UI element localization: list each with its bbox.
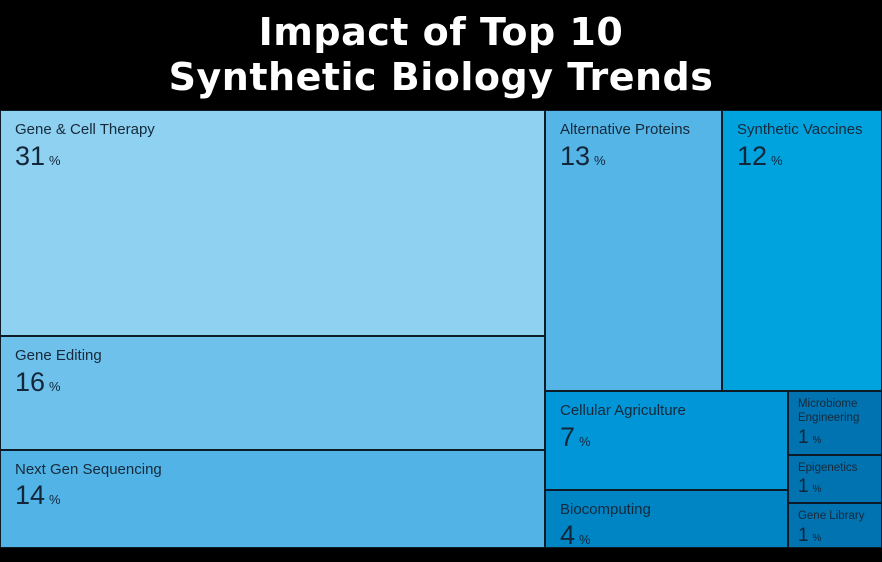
cell-label: Microbiome Engineering xyxy=(797,398,860,425)
cell-label: Cellular Agriculture xyxy=(559,402,686,420)
cell-percent: 31 xyxy=(15,140,46,171)
treemap-cell-alternative-proteins[interactable]: Alternative Proteins 13 % xyxy=(544,110,722,392)
cell-value: 12 % xyxy=(737,140,869,172)
percent-sign: % xyxy=(49,378,61,394)
cell-percent: 1 xyxy=(797,426,809,448)
cell-label: Gene Library xyxy=(797,509,865,522)
cell-label: Gene & Cell Therapy xyxy=(15,121,155,138)
cell-percent: 14 xyxy=(15,480,46,511)
treemap-chart: Gene & Cell Therapy 31 % Gene Editing 16… xyxy=(0,110,882,548)
cell-percent: 12 xyxy=(737,140,768,171)
chart-title: Impact of Top 10 Synthetic Biology Trend… xyxy=(0,0,882,110)
cell-value: 1 % xyxy=(797,426,875,449)
percent-sign: % xyxy=(812,532,822,544)
treemap-cell-biocomputing[interactable]: Biocomputing 4 % xyxy=(544,489,788,548)
chart-title-line2: Synthetic Biology Trends xyxy=(168,55,714,99)
cell-value: 4 % xyxy=(559,520,775,548)
cell-label: Biocomputing xyxy=(559,500,651,518)
cell-value: 7 % xyxy=(559,422,775,453)
cell-value: 16 % xyxy=(15,366,532,398)
percent-sign: % xyxy=(812,434,822,446)
treemap-cell-synthetic-vaccines[interactable]: Synthetic Vaccines 12 % xyxy=(722,110,882,392)
percent-sign: % xyxy=(49,492,61,508)
percent-sign: % xyxy=(594,152,606,168)
cell-percent: 1 xyxy=(797,524,809,546)
treemap-cell-gene-editing[interactable]: Gene Editing 16 % xyxy=(0,336,545,450)
percent-sign: % xyxy=(579,532,591,548)
cell-value: 1 % xyxy=(797,524,875,547)
treemap-cell-gene-library[interactable]: Gene Library 1 % xyxy=(787,502,882,548)
treemap-cell-epigenetics[interactable]: Epigenetics 1 % xyxy=(787,454,882,503)
treemap-cell-cellular-agriculture[interactable]: Cellular Agriculture 7 % xyxy=(544,391,788,490)
cell-label: Synthetic Vaccines xyxy=(737,121,863,138)
treemap-cell-microbiome-engineering[interactable]: Microbiome Engineering 1 % xyxy=(787,391,882,455)
chart-title-line1: Impact of Top 10 xyxy=(258,10,624,55)
cell-label: Epigenetics xyxy=(797,461,858,474)
cell-label: Alternative Proteins xyxy=(559,121,691,138)
cell-value: 31 % xyxy=(15,140,532,172)
cell-percent: 13 xyxy=(559,140,591,171)
treemap-cell-gene-cell-therapy[interactable]: Gene & Cell Therapy 31 % xyxy=(0,110,545,336)
cell-value: 14 % xyxy=(15,481,532,511)
percent-sign: % xyxy=(812,484,822,496)
treemap-cell-next-gen-sequencing[interactable]: Next Gen Sequencing 14 % xyxy=(0,449,545,548)
cell-value: 1 % xyxy=(797,476,875,498)
percent-sign: % xyxy=(49,152,61,168)
cell-label: Next Gen Sequencing xyxy=(15,460,162,478)
cell-percent: 1 xyxy=(797,476,809,498)
percent-sign: % xyxy=(771,152,783,168)
bottom-black-band xyxy=(0,548,882,562)
cell-percent: 7 xyxy=(559,422,576,453)
cell-value: 13 % xyxy=(559,140,709,172)
cell-label: Gene Editing xyxy=(15,347,102,364)
cell-percent: 16 xyxy=(15,366,46,397)
percent-sign: % xyxy=(579,434,591,450)
cell-percent: 4 xyxy=(559,520,576,548)
